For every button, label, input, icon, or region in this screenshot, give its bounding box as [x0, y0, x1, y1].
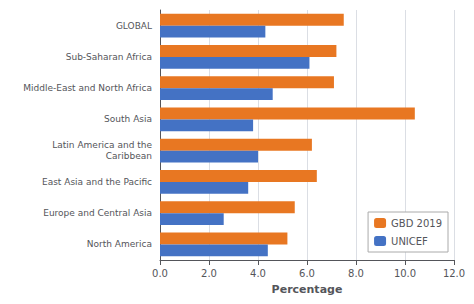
svg-text:GLOBAL: GLOBAL	[116, 21, 152, 31]
svg-text:GBD 2019: GBD 2019	[391, 218, 442, 229]
svg-text:8.0: 8.0	[348, 268, 364, 279]
svg-text:0.0: 0.0	[152, 268, 168, 279]
svg-text:South Asia: South Asia	[104, 114, 152, 124]
svg-text:Percentage: Percentage	[272, 283, 343, 296]
svg-text:12.0: 12.0	[443, 268, 465, 279]
svg-text:Europe and Central Asia: Europe and Central Asia	[43, 208, 152, 218]
svg-text:6.0: 6.0	[299, 268, 315, 279]
svg-text:Sub-Saharan Africa: Sub-Saharan Africa	[66, 52, 152, 62]
svg-text:Latin America and the: Latin America and the	[52, 140, 152, 150]
svg-text:North America: North America	[87, 239, 152, 249]
svg-text:UNICEF: UNICEF	[391, 236, 428, 247]
svg-text:10.0: 10.0	[394, 268, 416, 279]
svg-text:Middle-East and North Africa: Middle-East and North Africa	[23, 83, 152, 93]
svg-text:4.0: 4.0	[250, 268, 266, 279]
svg-text:Caribbean: Caribbean	[106, 151, 152, 161]
svg-text:2.0: 2.0	[201, 268, 217, 279]
svg-text:East Asia and the Pacific: East Asia and the Pacific	[42, 177, 152, 187]
